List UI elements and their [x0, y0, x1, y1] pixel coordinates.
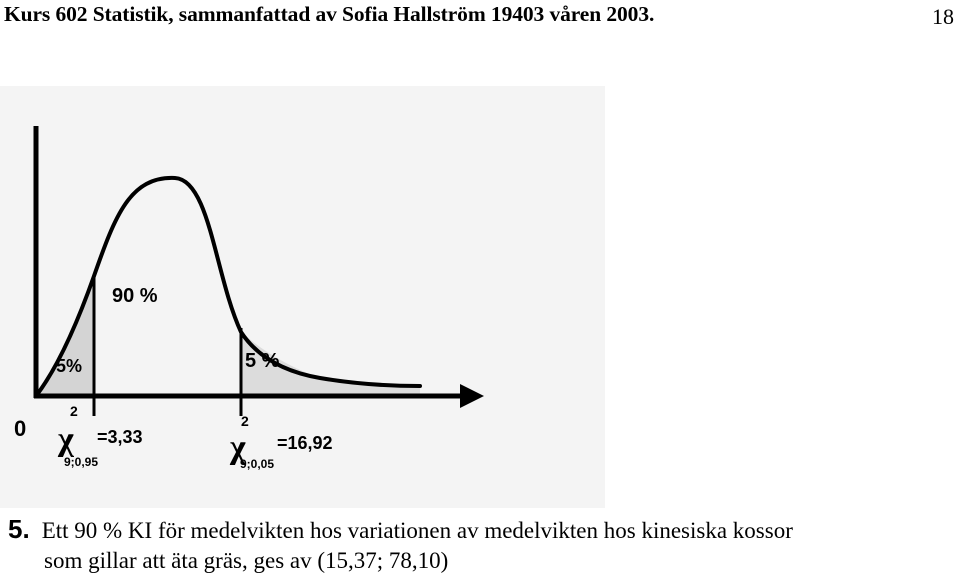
- center-percent-label: 90 %: [112, 285, 158, 307]
- question-number: 5.: [8, 514, 30, 544]
- header-title: Kurs 602 Statistik, sammanfattad av Sofi…: [4, 2, 655, 26]
- x-axis-arrowhead: [460, 384, 484, 408]
- right-chi-symbol: χ: [229, 429, 246, 466]
- left-chi-symbol: χ: [57, 421, 74, 458]
- page-number: 18: [932, 4, 954, 29]
- right-tail-label: 5 %: [245, 350, 280, 372]
- left-chi-superscript: 2: [70, 403, 78, 419]
- right-chi-value: =16,92: [277, 433, 333, 453]
- left-chi-subscript: 9;0,95: [64, 455, 98, 469]
- right-chi-superscript: 2: [241, 413, 249, 429]
- right-tail-area: [241, 332, 420, 396]
- question-text-line-2: som gillar att äta gräs, ges av (15,37; …: [44, 548, 449, 573]
- density-curve: [34, 175, 422, 398]
- origin-label: 0: [14, 416, 26, 441]
- chi-square-figure: 90 % 5% 5 % 0 2 χ =3,33 9;0,95 2 χ =16,9…: [0, 86, 605, 508]
- left-tail-label: 5%: [56, 356, 82, 376]
- left-tail-area: [36, 276, 94, 396]
- right-chi-subscript: 9;0,05: [240, 457, 274, 471]
- chi-square-distribution-diagram: 90 % 5% 5 % 0 2 χ =3,33 9;0,95 2 χ =16,9…: [14, 126, 484, 471]
- left-chi-value: =3,33: [97, 427, 143, 447]
- question-block: 5. Ett 90 % KI för medelvikten hos variat…: [8, 514, 956, 576]
- question-line-1: 5. Ett 90 % KI för medelvikten hos variat…: [8, 514, 956, 546]
- page-header: Kurs 602 Statistik, sammanfattad av Sofi…: [0, 0, 960, 34]
- question-text-line-1: Ett 90 % KI för medelvikten hos variatio…: [41, 518, 793, 543]
